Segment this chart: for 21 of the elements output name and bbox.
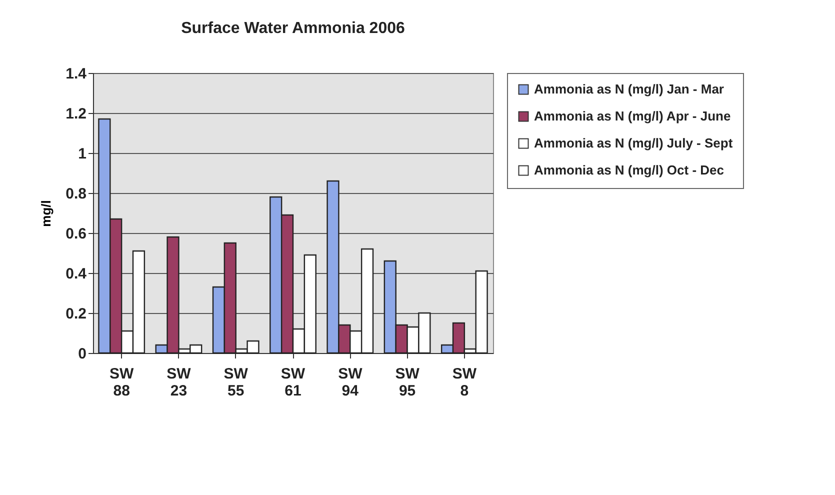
x-tick-label: SW 23 (166, 366, 192, 400)
x-tick-label: SW 94 (338, 366, 364, 400)
y-tick-label: 0.4 (66, 266, 88, 282)
x-tick-label: SW 88 (109, 366, 134, 400)
y-axis-title: mg/l (38, 200, 54, 227)
x-tick-label: SW 8 (452, 366, 478, 400)
y-tick-label: 0.2 (66, 306, 86, 322)
legend-label: Ammonia as N (mg/l) July - Sept (534, 136, 734, 150)
legend-label: Ammonia as N (mg/l) Jan - Mar (534, 82, 724, 96)
x-tick-label: SW 55 (224, 366, 249, 400)
legend-label: Ammonia as N (mg/l) Oct - Dec (534, 162, 724, 178)
y-tick-label: 0.8 (66, 186, 86, 202)
x-tick-label: SW 61 (280, 366, 306, 400)
y-tick-label: 1.4 (66, 66, 88, 82)
y-tick-label: 1.2 (66, 106, 86, 122)
y-tick-label: 1 (78, 146, 86, 162)
y-tick-label: 0.6 (66, 226, 86, 242)
legend-label: Ammonia as N (mg/l) Apr - June (534, 108, 731, 124)
x-tick-label: SW 95 (395, 366, 420, 400)
y-tick-label: 0 (78, 346, 86, 362)
chart-title: Surface Water Ammonia 2006 (181, 20, 405, 37)
